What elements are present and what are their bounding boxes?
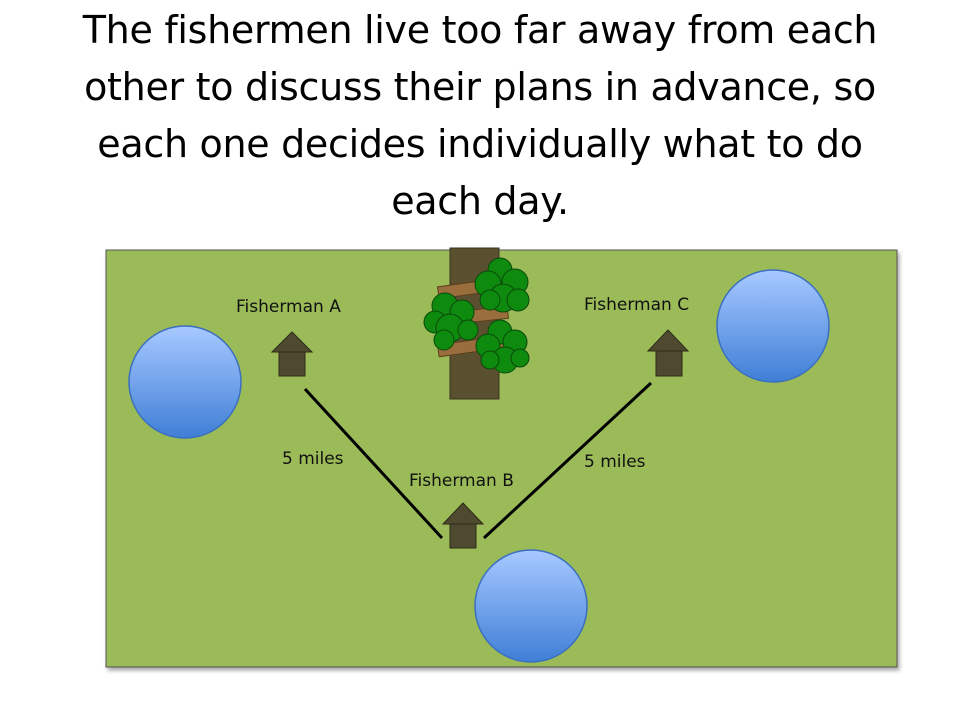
label-distance-b-c: 5 miles bbox=[584, 452, 646, 472]
label-fisherman-a: Fisherman A bbox=[236, 297, 341, 317]
pond-right-icon bbox=[717, 270, 829, 382]
label-fisherman-b: Fisherman B bbox=[409, 471, 514, 491]
label-distance-a-b: 5 miles bbox=[282, 449, 344, 469]
pond-left-icon bbox=[129, 326, 241, 438]
pond-bottom-icon bbox=[475, 550, 587, 662]
label-fisherman-c: Fisherman C bbox=[584, 295, 689, 315]
